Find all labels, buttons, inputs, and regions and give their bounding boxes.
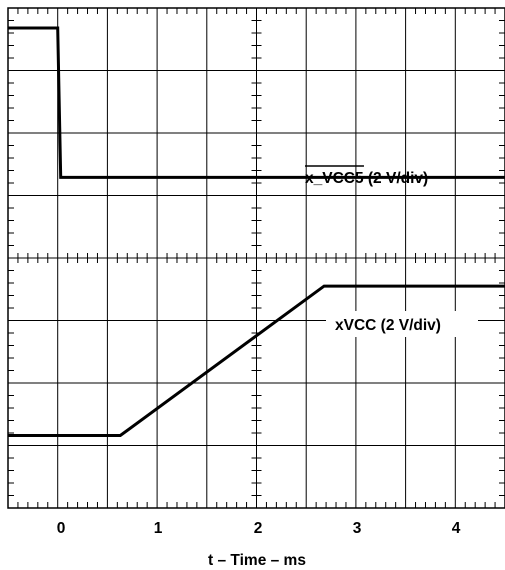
grid — [7, 7, 505, 509]
x-tick-label: 1 — [154, 520, 163, 537]
x-axis-label: t – Time – ms — [208, 552, 306, 569]
x-tick-labels: 0 1 2 3 4 — [57, 520, 461, 537]
x-tick-label: 2 — [254, 520, 263, 537]
series-label-xvcc-background — [326, 311, 478, 337]
svg-text:x_VCC5 (2 V/div): x_VCC5 (2 V/div) — [305, 170, 428, 187]
x-tick-label: 0 — [57, 520, 66, 537]
series-label-x-vcc5: x_VCC5 (2 V/div) — [305, 165, 428, 187]
x-tick-label: 4 — [452, 520, 461, 537]
x-tick-label: 3 — [353, 520, 362, 537]
trace-xvcc — [8, 284, 505, 437]
series-label-x-vcc5-unit: (2 V/div) — [364, 170, 429, 187]
series-label-xvcc-text: xVCC (2 V/div) — [335, 317, 441, 334]
trace-x-vcc5 — [8, 26, 505, 179]
series-label-x-vcc5-overlined: x_VCC5 — [305, 170, 364, 187]
series-label-xvcc: xVCC (2 V/div) — [326, 311, 478, 337]
traces — [8, 26, 505, 437]
